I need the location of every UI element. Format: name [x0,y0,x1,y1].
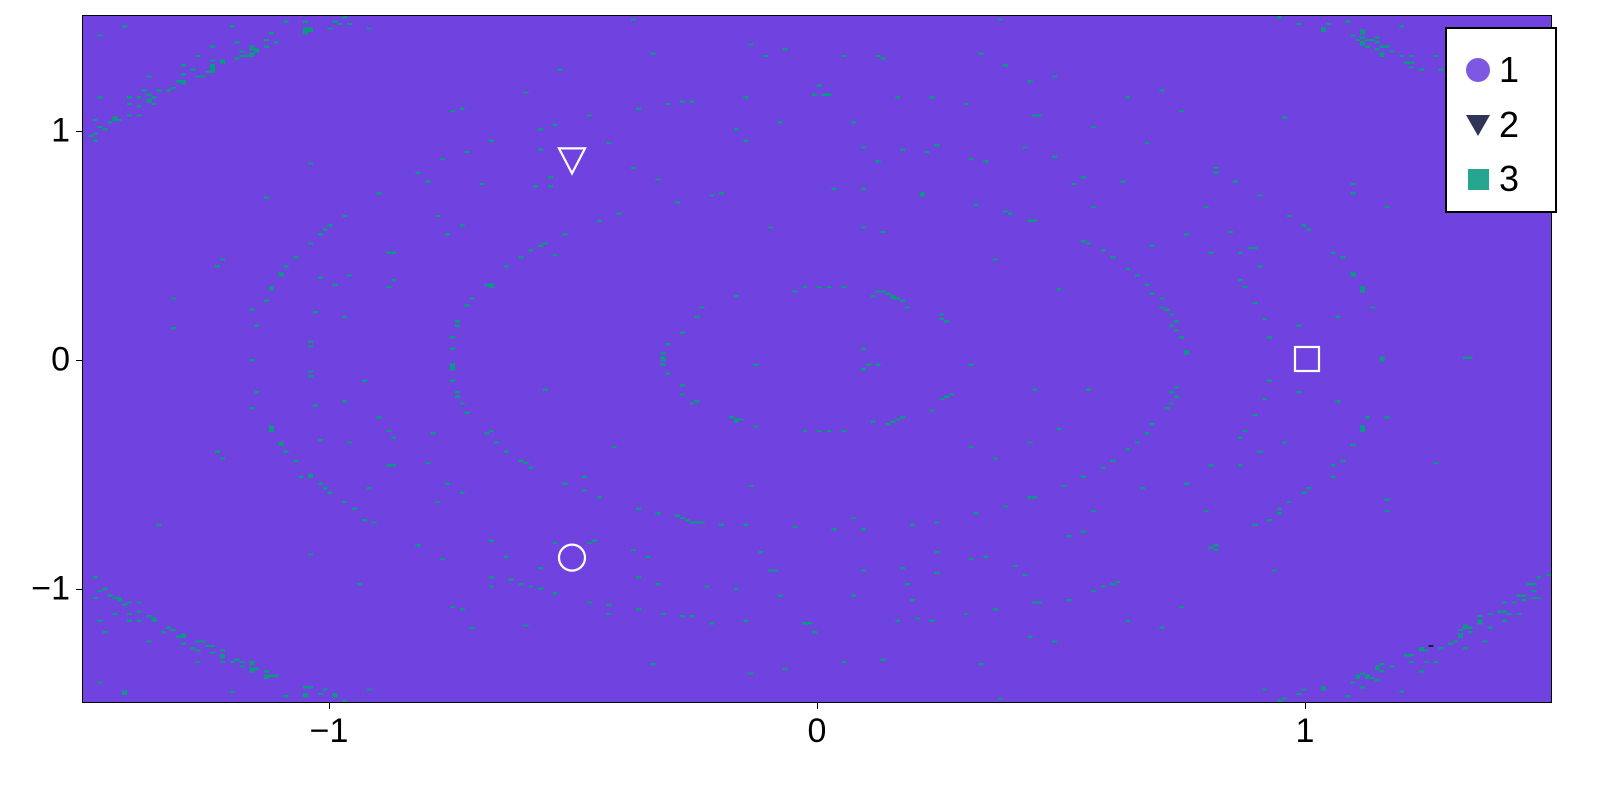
legend-entry-3: 3 [1447,154,1555,204]
attractor-marker-3 [1293,345,1321,373]
y-tick-label: 0 [51,340,70,379]
y-tick-label: −1 [31,569,70,608]
y-tick-label: 1 [51,111,70,150]
x-tick-mark [329,703,330,709]
square-icon [1468,169,1489,190]
y-tick-mark [76,131,82,132]
legend-label: 1 [1499,49,1520,90]
basin-heatmap [83,16,1551,702]
attractor-marker-1 [557,543,587,572]
triangle-down-icon [1466,115,1490,136]
x-tick-mark [817,703,818,709]
legend-label: 2 [1499,104,1520,145]
legend-label: 3 [1499,158,1520,199]
basin-plot [82,15,1552,703]
x-tick-label: 0 [807,712,827,750]
circle-icon [1466,58,1490,82]
x-tick-mark [1305,703,1306,709]
legend-entry-2: 2 [1447,100,1555,150]
legend: 1 2 3 [1445,27,1557,213]
x-tick-label: 1 [1295,712,1315,750]
x-tick-label: −1 [309,712,349,750]
y-tick-mark [76,589,82,590]
y-tick-mark [76,360,82,361]
attractor-marker-2 [557,147,587,176]
legend-entry-1: 1 [1447,45,1555,95]
